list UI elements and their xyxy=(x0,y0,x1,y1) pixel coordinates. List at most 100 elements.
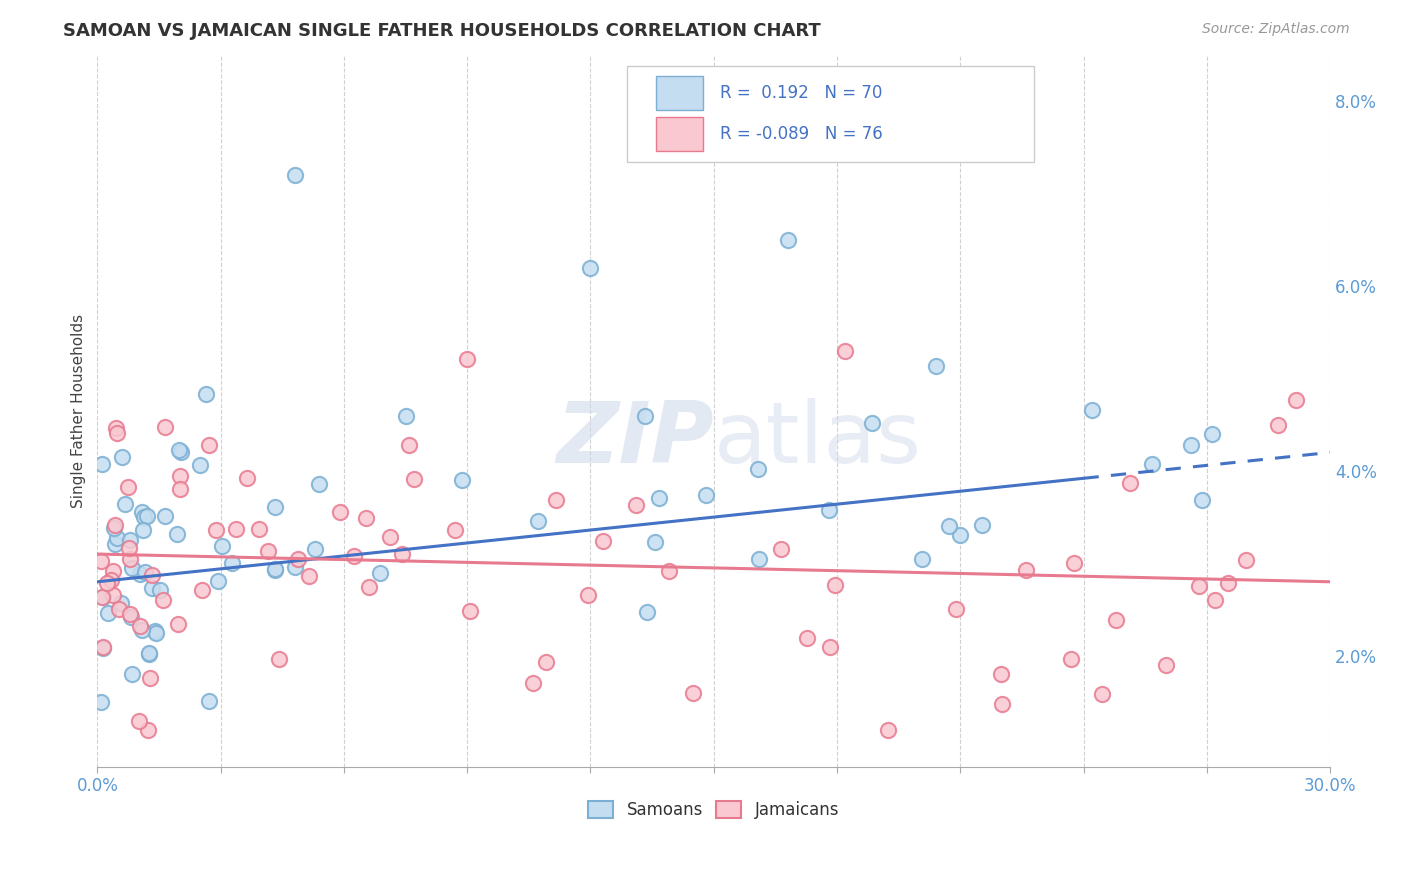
Point xyxy=(118,533,141,547)
Point xyxy=(658,564,681,578)
Point xyxy=(100,574,122,588)
Point xyxy=(796,631,818,645)
Point xyxy=(103,521,125,535)
Point xyxy=(1180,438,1202,452)
Point xyxy=(167,443,190,458)
Point xyxy=(395,409,418,423)
Point xyxy=(132,509,155,524)
Point xyxy=(1191,493,1213,508)
Point xyxy=(1014,563,1036,577)
Point xyxy=(820,640,842,655)
Point xyxy=(1285,392,1308,407)
Point xyxy=(647,491,669,505)
Point xyxy=(925,359,948,373)
Point xyxy=(190,583,212,598)
Point xyxy=(104,420,127,434)
Point xyxy=(132,524,155,538)
Point xyxy=(138,646,160,660)
Point xyxy=(308,477,330,491)
Point xyxy=(1105,613,1128,627)
Point xyxy=(131,624,153,638)
Bar xyxy=(655,118,703,151)
Point xyxy=(143,624,166,639)
Point xyxy=(166,527,188,541)
Point xyxy=(170,445,193,459)
Point xyxy=(145,626,167,640)
Point xyxy=(117,480,139,494)
Point xyxy=(205,523,228,537)
Point xyxy=(207,574,229,588)
Point xyxy=(235,471,257,485)
Point xyxy=(225,522,247,536)
Point xyxy=(1060,652,1083,666)
Point xyxy=(91,640,114,655)
Point xyxy=(141,581,163,595)
Point xyxy=(948,528,970,542)
Point xyxy=(644,534,666,549)
Point xyxy=(131,505,153,519)
Point xyxy=(120,551,142,566)
Point xyxy=(945,602,967,616)
Point xyxy=(695,488,717,502)
Point xyxy=(404,472,426,486)
Point xyxy=(451,473,474,487)
Point xyxy=(776,233,799,247)
Point xyxy=(97,606,120,620)
Point xyxy=(101,588,124,602)
Point xyxy=(1119,476,1142,491)
Point xyxy=(1204,592,1226,607)
Point xyxy=(91,591,114,605)
Text: Source: ZipAtlas.com: Source: ZipAtlas.com xyxy=(1202,22,1350,37)
Point xyxy=(107,425,129,440)
Point xyxy=(138,647,160,661)
Text: SAMOAN VS JAMAICAN SINGLE FATHER HOUSEHOLDS CORRELATION CHART: SAMOAN VS JAMAICAN SINGLE FATHER HOUSEHO… xyxy=(63,22,821,40)
Point xyxy=(136,508,159,523)
Point xyxy=(576,588,599,602)
Point xyxy=(444,523,467,537)
Point xyxy=(1081,402,1104,417)
Point xyxy=(1216,575,1239,590)
Point xyxy=(522,675,544,690)
Point xyxy=(398,438,420,452)
Point xyxy=(368,566,391,581)
Point xyxy=(1154,657,1177,672)
Point xyxy=(284,560,307,574)
Point xyxy=(329,505,352,519)
Point xyxy=(221,556,243,570)
Point xyxy=(120,610,142,624)
Legend: Samoans, Jamaicans: Samoans, Jamaicans xyxy=(582,794,846,826)
Point xyxy=(624,498,647,512)
Point xyxy=(1140,457,1163,471)
Text: R = -0.089   N = 76: R = -0.089 N = 76 xyxy=(720,125,883,144)
Point xyxy=(991,698,1014,712)
Point xyxy=(194,386,217,401)
Point xyxy=(592,534,614,549)
Point xyxy=(834,343,856,358)
Point xyxy=(91,640,114,655)
Point xyxy=(264,563,287,577)
Point xyxy=(90,694,112,708)
Point xyxy=(546,492,568,507)
Point xyxy=(110,596,132,610)
Point xyxy=(634,409,657,423)
Point xyxy=(748,552,770,566)
Y-axis label: Single Father Households: Single Father Households xyxy=(72,314,86,508)
Point xyxy=(1267,417,1289,432)
Point xyxy=(287,552,309,566)
Point xyxy=(149,583,172,598)
Point xyxy=(247,522,270,536)
Point xyxy=(90,554,112,568)
FancyBboxPatch shape xyxy=(627,66,1035,161)
Point xyxy=(152,592,174,607)
Point xyxy=(169,483,191,497)
Point xyxy=(284,168,307,182)
Point xyxy=(1188,579,1211,593)
Point xyxy=(188,458,211,473)
Point xyxy=(108,602,131,616)
Point xyxy=(197,438,219,452)
Point xyxy=(269,651,291,665)
Point xyxy=(911,551,934,566)
Point xyxy=(343,549,366,563)
Bar xyxy=(655,77,703,111)
Point xyxy=(90,590,112,604)
